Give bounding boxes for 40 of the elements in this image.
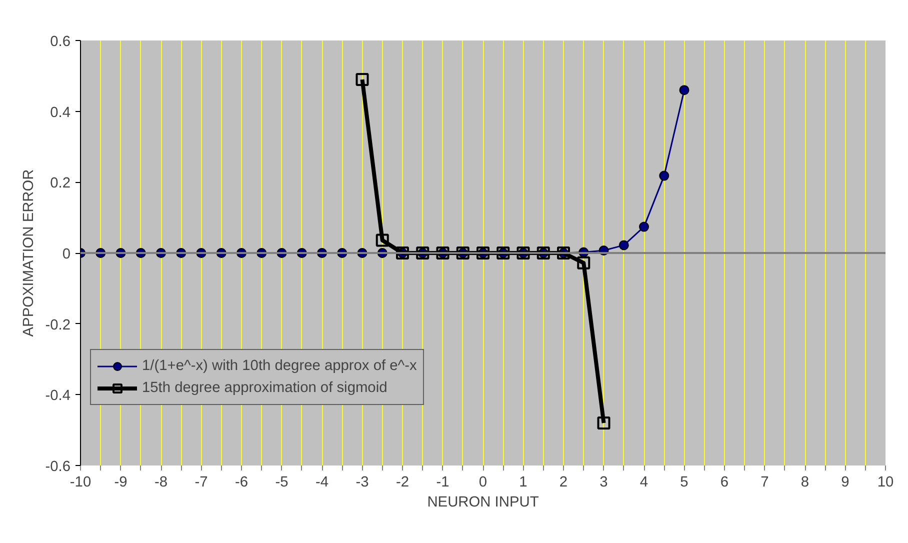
x-tick-label: -2 <box>396 474 410 490</box>
x-tick-label: 6 <box>720 474 729 490</box>
x-tick-label: 7 <box>760 474 769 490</box>
point <box>356 72 369 86</box>
point <box>618 240 629 250</box>
y-tick-label: 0 <box>62 246 71 262</box>
x-tick-label: -10 <box>70 474 92 490</box>
x-tick-label: -8 <box>154 474 168 490</box>
point <box>597 416 610 430</box>
x-tick-label: 3 <box>600 474 608 490</box>
x-tick-label: -5 <box>275 474 288 490</box>
point <box>679 85 690 96</box>
x-tick-label: -3 <box>356 474 369 490</box>
point <box>659 170 670 181</box>
x-tick-label: 1 <box>519 474 528 490</box>
y-tick-label: 0.6 <box>50 34 70 50</box>
x-tick-label: -6 <box>234 474 248 490</box>
y-axis-title: APPOXIMATION ERROR <box>21 169 38 337</box>
y-tick-label: 0.4 <box>50 104 70 121</box>
x-axis-title: NEURON INPUT <box>427 494 539 510</box>
legend-label: 15th degree approximation of sigmoid <box>142 380 388 396</box>
y-tick-label: -0.2 <box>45 317 71 334</box>
legend-label: 1/(1+e^-x) with 10th degree approx of e^-x <box>142 358 417 374</box>
y-tick-label: -0.6 <box>45 459 71 475</box>
x-tick-label: 2 <box>559 474 568 490</box>
x-tick-label: 5 <box>680 474 688 490</box>
y-tick-label: -0.4 <box>45 388 71 404</box>
x-tick-label: 9 <box>841 474 850 490</box>
y-tick-label: 0.2 <box>50 176 70 192</box>
x-tick-label: 10 <box>877 474 894 490</box>
point <box>639 222 649 232</box>
point <box>376 234 389 247</box>
x-tick-label: 0 <box>478 474 488 490</box>
x-tick-label: -9 <box>114 474 128 490</box>
x-tick-label: -4 <box>315 474 329 490</box>
x-tick-label: -7 <box>194 474 208 490</box>
point <box>577 256 590 270</box>
x-tick-label: 4 <box>640 474 648 490</box>
x-tick-label: 8 <box>800 474 810 490</box>
x-tick-label: -1 <box>436 474 450 490</box>
